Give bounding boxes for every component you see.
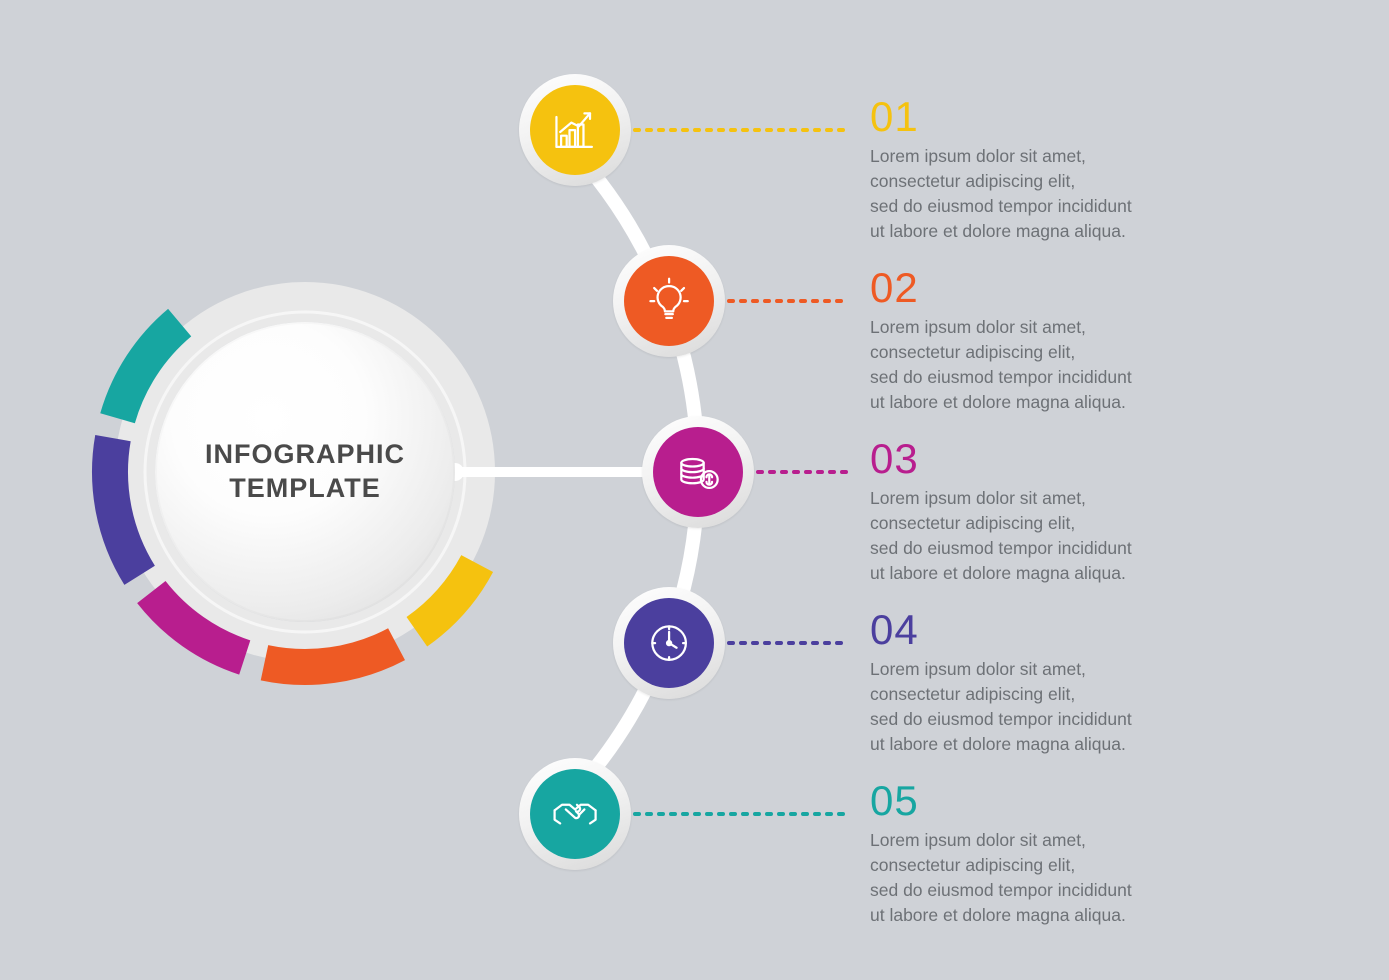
hub-title: INFOGRAPHIC TEMPLATE (205, 438, 405, 506)
infographic-stage: INFOGRAPHIC TEMPLATE (0, 0, 1389, 980)
handshake-icon (530, 769, 620, 859)
coins-icon (653, 427, 743, 517)
step-body: Lorem ipsum dolor sit amet, consectetur … (870, 657, 1290, 756)
hub-arc-segment (264, 644, 396, 667)
step-node (613, 245, 725, 357)
step-text-block: 05 Lorem ipsum dolor sit amet, consectetu… (870, 780, 1290, 927)
step-number: 05 (870, 780, 1290, 822)
step-body: Lorem ipsum dolor sit amet, consectetur … (870, 315, 1290, 414)
step-node (642, 416, 754, 528)
step-number: 02 (870, 267, 1290, 309)
step-number: 04 (870, 609, 1290, 651)
step-number: 01 (870, 96, 1290, 138)
step-body: Lorem ipsum dolor sit amet, consectetur … (870, 144, 1290, 243)
hub-circle: INFOGRAPHIC TEMPLATE (155, 322, 455, 622)
step-node (519, 758, 631, 870)
step-node (613, 587, 725, 699)
lightbulb-icon (624, 256, 714, 346)
step-text-block: 04 Lorem ipsum dolor sit amet, consectetu… (870, 609, 1290, 756)
step-number: 03 (870, 438, 1290, 480)
hub-arc-segment (417, 564, 477, 632)
step-text-block: 03 Lorem ipsum dolor sit amet, consectetu… (870, 438, 1290, 585)
step-body: Lorem ipsum dolor sit amet, consectetur … (870, 828, 1290, 927)
growth-chart-icon (530, 85, 620, 175)
step-body: Lorem ipsum dolor sit amet, consectetur … (870, 486, 1290, 585)
step-text-block: 02 Lorem ipsum dolor sit amet, consectetu… (870, 267, 1290, 414)
step-text-block: 01 Lorem ipsum dolor sit amet, consectetu… (870, 96, 1290, 243)
clock-icon (624, 598, 714, 688)
hub-arc-segment (110, 438, 140, 575)
step-node (519, 74, 631, 186)
